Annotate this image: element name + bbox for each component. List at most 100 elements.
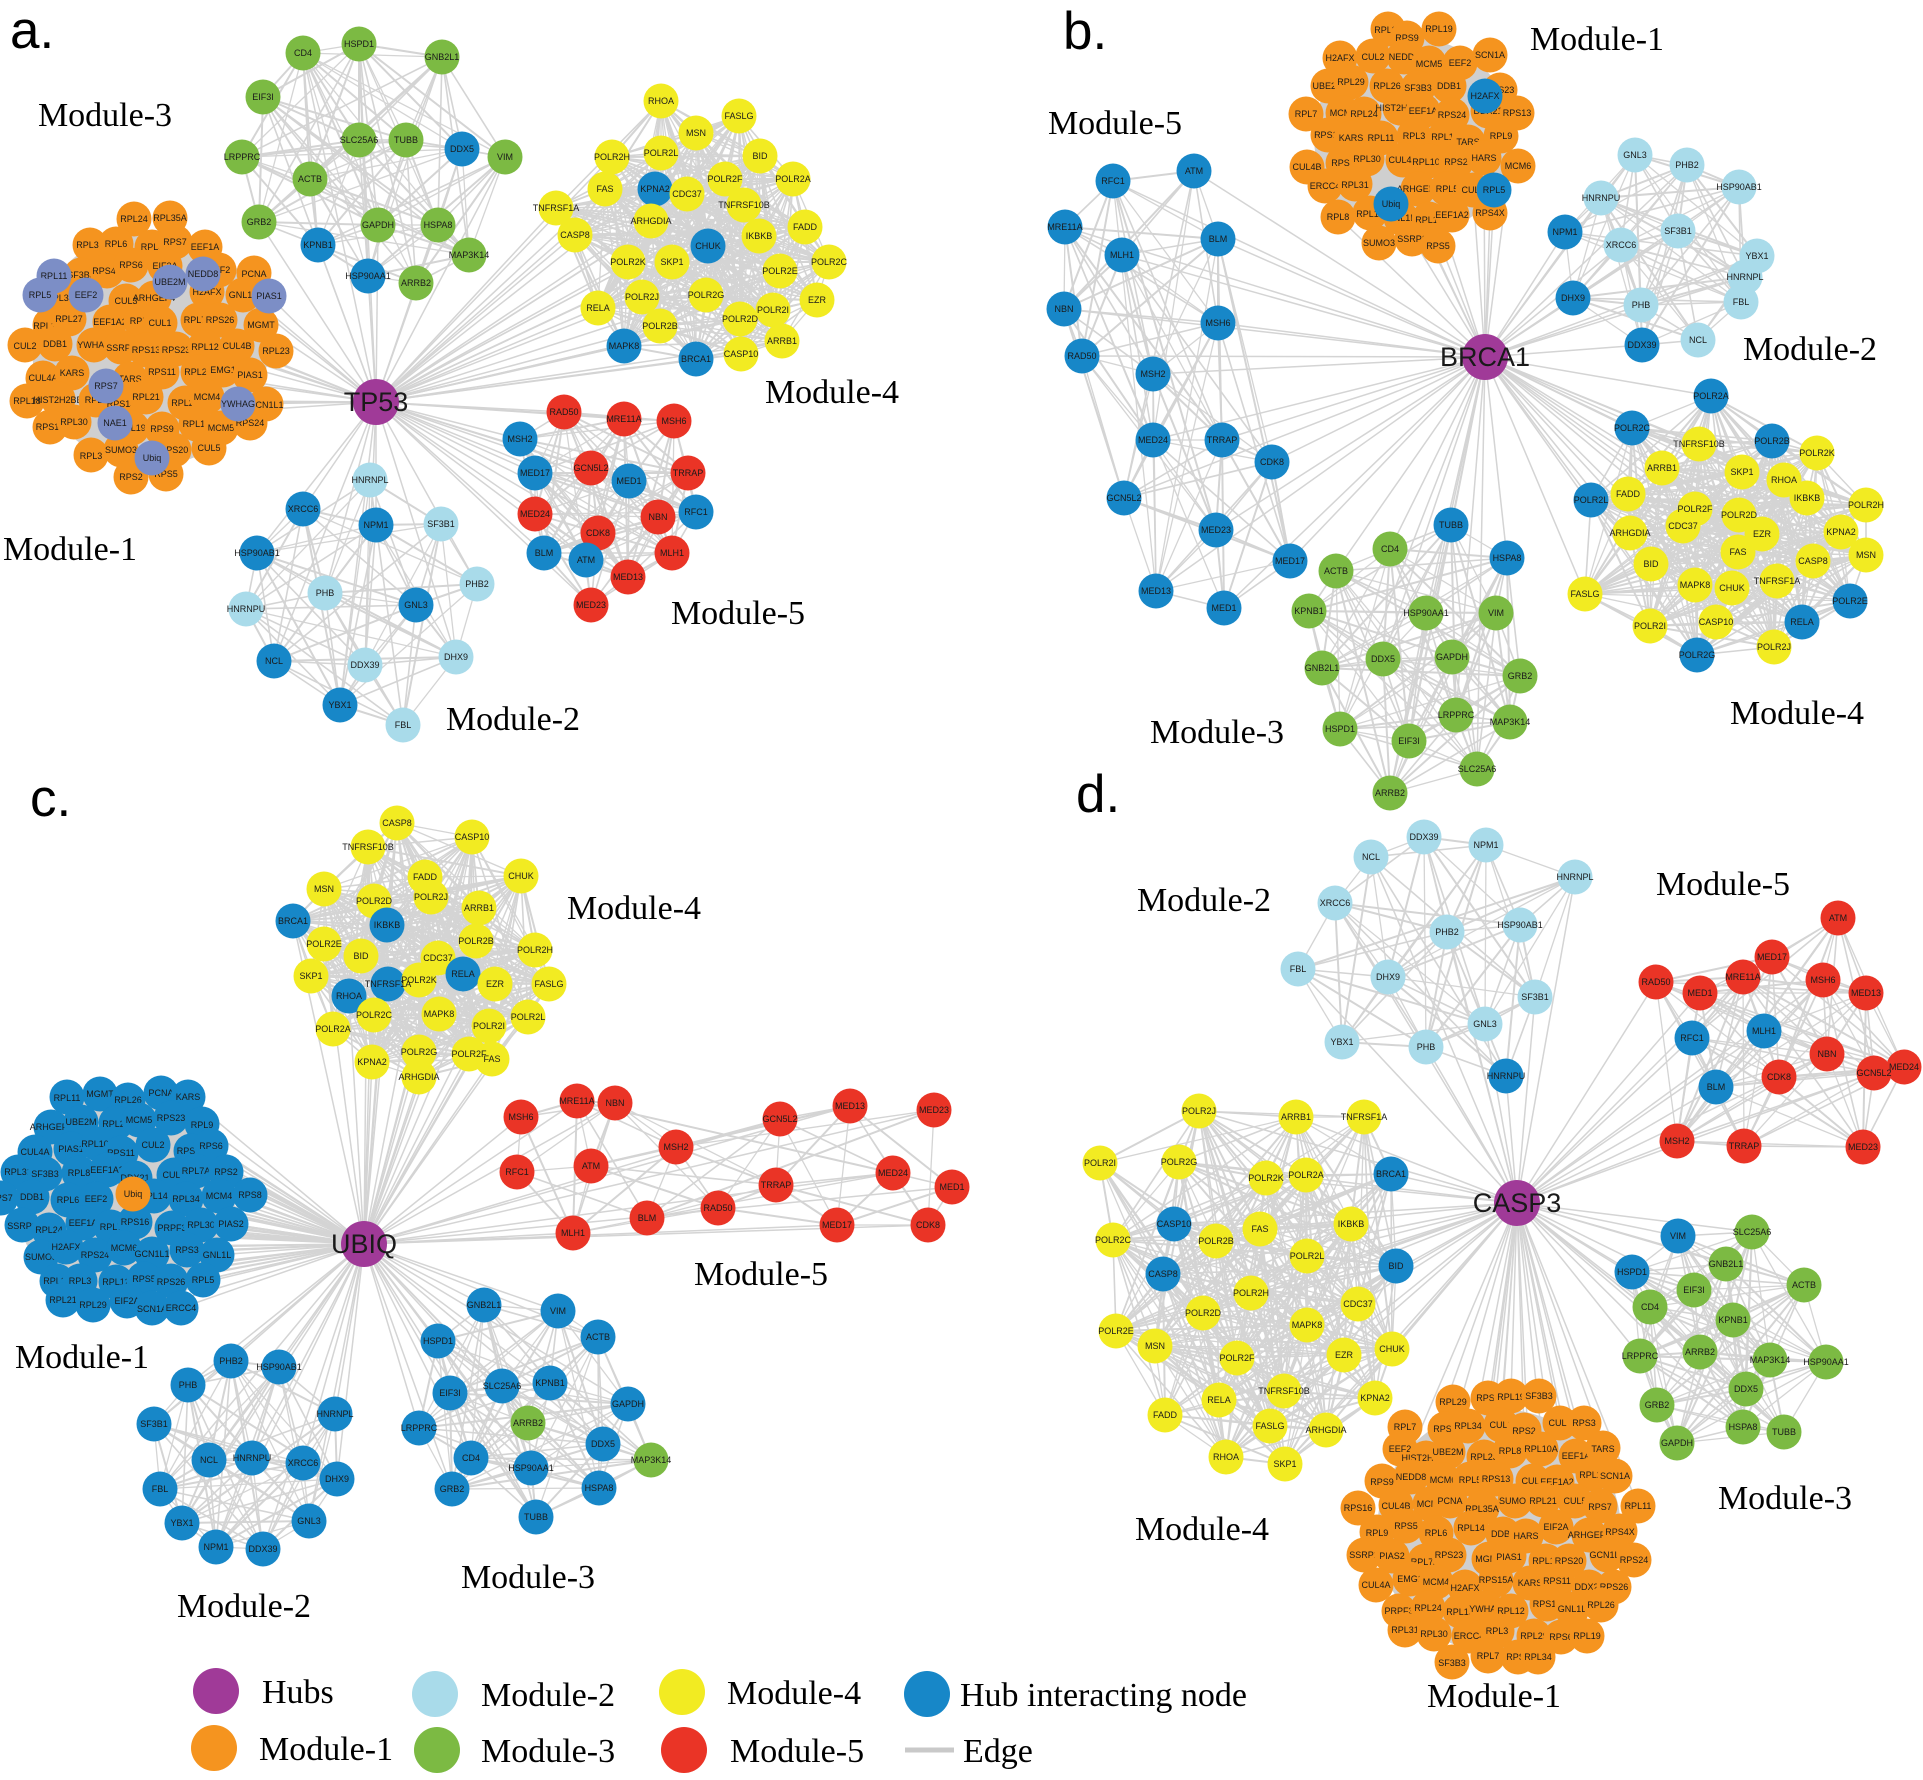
svg-text:ARHGEF4: ARHGEF4	[30, 1122, 73, 1132]
svg-text:POLR2B: POLR2B	[642, 321, 678, 331]
svg-text:KPNA2: KPNA2	[1360, 1393, 1390, 1403]
svg-text:RPL7A: RPL7A	[184, 315, 213, 325]
svg-text:Module-5: Module-5	[694, 1256, 828, 1293]
svg-text:EIF3I: EIF3I	[1398, 736, 1420, 746]
svg-text:BLM: BLM	[535, 548, 554, 558]
svg-text:POLR2B: POLR2B	[458, 936, 494, 946]
svg-text:SF3B3: SF3B3	[1438, 1658, 1466, 1668]
svg-text:BRCA1: BRCA1	[1376, 1169, 1406, 1179]
svg-text:RAD50: RAD50	[1067, 351, 1096, 361]
svg-text:XRCC6: XRCC6	[288, 504, 319, 514]
svg-text:Module-1: Module-1	[1530, 21, 1664, 58]
svg-text:EEF1A2: EEF1A2	[90, 1165, 124, 1175]
svg-text:MSH2: MSH2	[1140, 369, 1165, 379]
svg-text:Ubiq: Ubiq	[1382, 199, 1401, 209]
svg-text:CUL2: CUL2	[1548, 1418, 1571, 1428]
svg-text:RPL7A: RPL7A	[1411, 1557, 1440, 1567]
svg-text:RPL18: RPL18	[1415, 215, 1443, 225]
svg-text:YBX1: YBX1	[328, 700, 351, 710]
svg-text:MED17: MED17	[520, 468, 550, 478]
svg-text:RPS24: RPS24	[1438, 110, 1467, 120]
svg-text:b.: b.	[1063, 2, 1107, 61]
svg-text:BLM: BLM	[638, 1213, 657, 1223]
svg-text:ARHGEF4: ARHGEF4	[1397, 184, 1440, 194]
svg-text:YBX1: YBX1	[1745, 251, 1768, 261]
svg-text:NCL: NCL	[265, 656, 283, 666]
svg-text:RPL34: RPL34	[1454, 1421, 1482, 1431]
svg-text:ARRB1: ARRB1	[1281, 1112, 1311, 1122]
svg-text:MED24: MED24	[520, 509, 550, 519]
svg-text:FBL: FBL	[1290, 964, 1307, 974]
svg-text:RPL35A: RPL35A	[153, 213, 187, 223]
svg-text:ARRB2: ARRB2	[1375, 788, 1405, 798]
svg-text:RPL29: RPL29	[1439, 1397, 1467, 1407]
svg-text:BLM: BLM	[1209, 234, 1228, 244]
svg-text:ARRB2: ARRB2	[1685, 1347, 1715, 1357]
svg-text:XRCC6: XRCC6	[288, 1458, 319, 1468]
svg-text:SUMO3: SUMO3	[105, 445, 137, 455]
svg-text:UBE2M: UBE2M	[154, 277, 185, 287]
svg-text:MSN: MSN	[1145, 1341, 1165, 1351]
svg-text:Hub interacting node: Hub interacting node	[960, 1677, 1247, 1714]
svg-text:MGMT: MGMT	[247, 320, 275, 330]
svg-text:RPL8: RPL8	[1499, 1446, 1522, 1456]
svg-text:RPS8: RPS8	[1506, 1652, 1530, 1662]
svg-text:HNRNPU: HNRNPU	[1487, 1071, 1526, 1081]
svg-text:PIAS1: PIAS1	[58, 1144, 84, 1154]
svg-text:BRCA1: BRCA1	[681, 354, 711, 364]
svg-text:GNL1L: GNL1L	[1558, 1604, 1587, 1614]
svg-text:PRPF3: PRPF3	[157, 1223, 186, 1233]
svg-text:POLR2C: POLR2C	[811, 257, 848, 267]
svg-text:RPL7: RPL7	[130, 316, 153, 326]
svg-text:CASP10: CASP10	[1157, 1219, 1192, 1229]
svg-text:SKP1: SKP1	[660, 257, 683, 267]
svg-text:Module-3: Module-3	[38, 97, 172, 134]
svg-text:RPL18: RPL18	[1532, 1556, 1560, 1566]
svg-text:NPM1: NPM1	[1473, 840, 1498, 850]
svg-text:POLR2J: POLR2J	[1757, 642, 1791, 652]
svg-text:ARRB1: ARRB1	[464, 903, 494, 913]
svg-text:SSRP1: SSRP1	[1397, 234, 1427, 244]
svg-text:CUL1: CUL1	[162, 1170, 185, 1180]
svg-text:HSP90AB1: HSP90AB1	[1497, 920, 1543, 930]
svg-text:RPS20: RPS20	[177, 1146, 206, 1156]
svg-text:DDX5: DDX5	[1371, 654, 1395, 664]
svg-text:PHB: PHB	[179, 1380, 198, 1390]
svg-text:KPNA2: KPNA2	[1826, 527, 1856, 537]
svg-text:MLH1: MLH1	[1752, 1026, 1776, 1036]
svg-text:RPS13: RPS13	[132, 345, 161, 355]
svg-text:DDX39: DDX39	[1409, 832, 1438, 842]
svg-text:NAE1: NAE1	[103, 418, 127, 428]
svg-text:RPL10A: RPL10A	[1524, 1444, 1558, 1454]
svg-text:LRPPRC: LRPPRC	[1622, 1351, 1659, 1361]
svg-text:RPS26: RPS26	[1600, 1582, 1629, 1592]
svg-text:BID: BID	[752, 151, 768, 161]
svg-text:MSN: MSN	[686, 128, 706, 138]
svg-text:Ubiq: Ubiq	[143, 453, 162, 463]
svg-text:RELA: RELA	[1207, 1395, 1231, 1405]
svg-text:KARS: KARS	[1339, 133, 1364, 143]
svg-text:RPL12: RPL12	[1356, 209, 1384, 219]
svg-text:RPS26: RPS26	[157, 1277, 186, 1287]
svg-text:Module-3: Module-3	[1150, 714, 1284, 751]
svg-text:CUL5: CUL5	[197, 443, 220, 453]
svg-text:BLM: BLM	[1707, 1082, 1726, 1092]
svg-text:IKBKB: IKBKB	[1794, 493, 1821, 503]
svg-text:DDX39: DDX39	[1627, 340, 1656, 350]
svg-text:GCN5L2: GCN5L2	[762, 1114, 797, 1124]
svg-text:PIAS1: PIAS1	[1496, 1552, 1522, 1562]
svg-text:RHOA: RHOA	[648, 96, 674, 106]
svg-text:SF3B1: SF3B1	[427, 519, 455, 529]
svg-text:TRRAP: TRRAP	[1207, 435, 1238, 445]
svg-text:NBN: NBN	[1817, 1049, 1836, 1059]
svg-text:CDC37: CDC37	[1343, 1299, 1373, 1309]
svg-text:FADD: FADD	[413, 872, 438, 882]
svg-text:POLR2G: POLR2G	[1679, 650, 1716, 660]
svg-text:TNFRSF1A: TNFRSF1A	[1754, 576, 1801, 586]
svg-text:RPL31: RPL31	[1341, 180, 1369, 190]
svg-text:MED1: MED1	[1211, 603, 1236, 613]
svg-text:SLC25A6: SLC25A6	[340, 135, 379, 145]
svg-text:VIM: VIM	[550, 1306, 566, 1316]
svg-text:RPL27: RPL27	[55, 314, 83, 324]
svg-text:TARS: TARS	[118, 374, 141, 384]
